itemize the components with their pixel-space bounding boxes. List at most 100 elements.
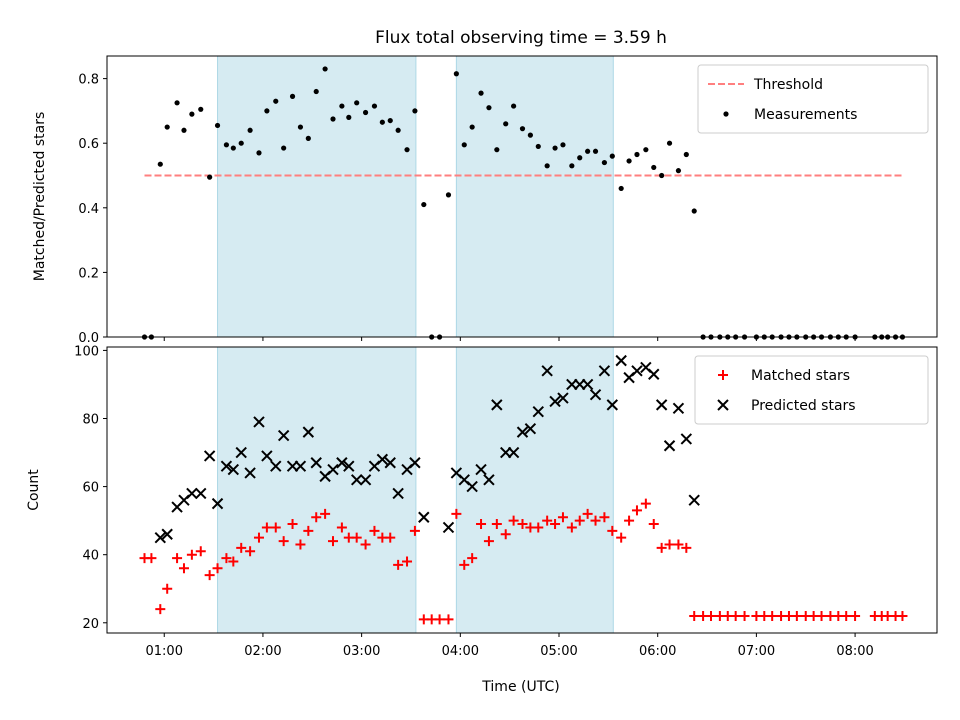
- x-marker: [409, 457, 421, 469]
- top-axis-ticks: 0.0 0.2 0.4 0.6 0.8: [78, 73, 856, 346]
- top-axes-frame: [106, 55, 938, 338]
- dot-marker: [469, 124, 475, 130]
- observing-window-shade: [455, 55, 614, 338]
- x-marker: [663, 440, 676, 452]
- top-y-axis-label: Matched/Predicted stars: [32, 112, 48, 282]
- plus-marker: [616, 532, 627, 543]
- dot-marker: [379, 119, 385, 125]
- bottom-shaded-intervals: [217, 346, 614, 634]
- dot-marker: [577, 155, 583, 161]
- plus-marker: [557, 512, 568, 523]
- observing-window-shade: [455, 346, 614, 634]
- dot-marker: [560, 142, 566, 148]
- x-marker: [253, 416, 265, 428]
- observing-window-shade: [217, 346, 417, 634]
- x-tick-label: 03:00: [343, 644, 380, 659]
- plus-marker: [689, 610, 700, 621]
- dot-marker: [273, 98, 279, 104]
- plus-marker: [648, 519, 659, 530]
- plus-marker: [582, 508, 593, 519]
- plus-marker: [476, 519, 487, 530]
- dot-marker: [675, 168, 682, 174]
- top-shaded-intervals: [217, 55, 614, 338]
- x-marker: [261, 450, 273, 462]
- dot-marker: [445, 192, 452, 198]
- x-marker: [327, 463, 339, 476]
- top-panel: 0.00.20.40.60.8 Matched/Predicted stars …: [32, 55, 938, 346]
- plus-marker: [517, 519, 528, 530]
- y-tick-label: 60: [82, 481, 99, 496]
- dot-marker: [330, 116, 336, 122]
- x-marker: [688, 494, 700, 506]
- y-tick-label: 0.6: [78, 137, 99, 152]
- dot-marker: [346, 114, 352, 120]
- x-marker: [507, 446, 520, 459]
- x-marker: [270, 460, 282, 472]
- dot-marker: [569, 163, 575, 169]
- dot-marker: [478, 90, 484, 96]
- y-tick-label: 100: [74, 344, 99, 359]
- y-tick-label: 0.8: [78, 73, 99, 88]
- x-marker: [343, 460, 355, 472]
- dot-marker: [339, 103, 345, 109]
- x-marker: [598, 365, 611, 377]
- dot-marker: [626, 158, 632, 164]
- plus-marker: [673, 539, 684, 550]
- x-marker: [589, 388, 602, 401]
- dot-marker: [643, 147, 649, 153]
- x-tick-label: 02:00: [244, 644, 281, 659]
- y-tick-label: 20: [82, 617, 99, 632]
- plus-marker: [631, 505, 642, 516]
- plus-marker: [550, 519, 561, 530]
- plus-marker: [590, 515, 601, 526]
- y-tick-label: 0.0: [78, 331, 99, 346]
- y-tick-label: 80: [82, 413, 99, 428]
- plus-marker: [491, 519, 502, 530]
- bottom-markers: [139, 354, 908, 625]
- dot-marker: [198, 106, 204, 112]
- plus-marker: [599, 512, 610, 523]
- dot-marker: [503, 121, 509, 127]
- plus-marker: [656, 542, 667, 553]
- plus-marker: [640, 498, 651, 509]
- x-marker: [606, 399, 619, 411]
- x-marker: [581, 378, 594, 391]
- plus-marker: [624, 515, 635, 526]
- plus-marker: [730, 610, 741, 621]
- dot-marker: [157, 161, 163, 167]
- plus-marker: [434, 614, 445, 625]
- x-tick-label: 04:00: [442, 644, 479, 659]
- dot-marker: [264, 108, 270, 114]
- dot-marker: [395, 127, 401, 133]
- dot-marker: [683, 151, 689, 158]
- x-tick-label: 07:00: [738, 644, 775, 659]
- y-tick-label: 0.4: [78, 202, 99, 217]
- plus-marker: [270, 522, 281, 533]
- plus-marker: [186, 549, 197, 560]
- x-axis-label: Time (UTC): [481, 679, 559, 695]
- x-marker: [680, 433, 693, 445]
- x-marker: [648, 368, 660, 380]
- legend-dot-swatch: [723, 111, 729, 117]
- dot-marker: [666, 140, 673, 146]
- x-marker: [615, 354, 627, 367]
- dot-marker: [305, 135, 311, 141]
- dot-marker: [289, 93, 296, 99]
- dot-marker: [247, 127, 253, 133]
- dot-marker: [313, 88, 319, 95]
- observing-window-shade: [217, 55, 417, 338]
- plus-marker: [841, 610, 852, 621]
- dot-marker: [404, 147, 410, 153]
- plus-marker: [369, 525, 380, 536]
- top-legend: Threshold Measurements: [697, 64, 929, 134]
- x-tick-label: 06:00: [639, 644, 676, 659]
- plus-marker: [409, 525, 420, 536]
- dot-marker: [552, 145, 558, 151]
- dot-marker: [238, 140, 244, 146]
- plus-marker: [850, 610, 861, 621]
- dot-marker: [461, 142, 467, 148]
- x-marker: [516, 426, 529, 438]
- dot-marker: [362, 109, 369, 116]
- plus-marker: [483, 536, 494, 547]
